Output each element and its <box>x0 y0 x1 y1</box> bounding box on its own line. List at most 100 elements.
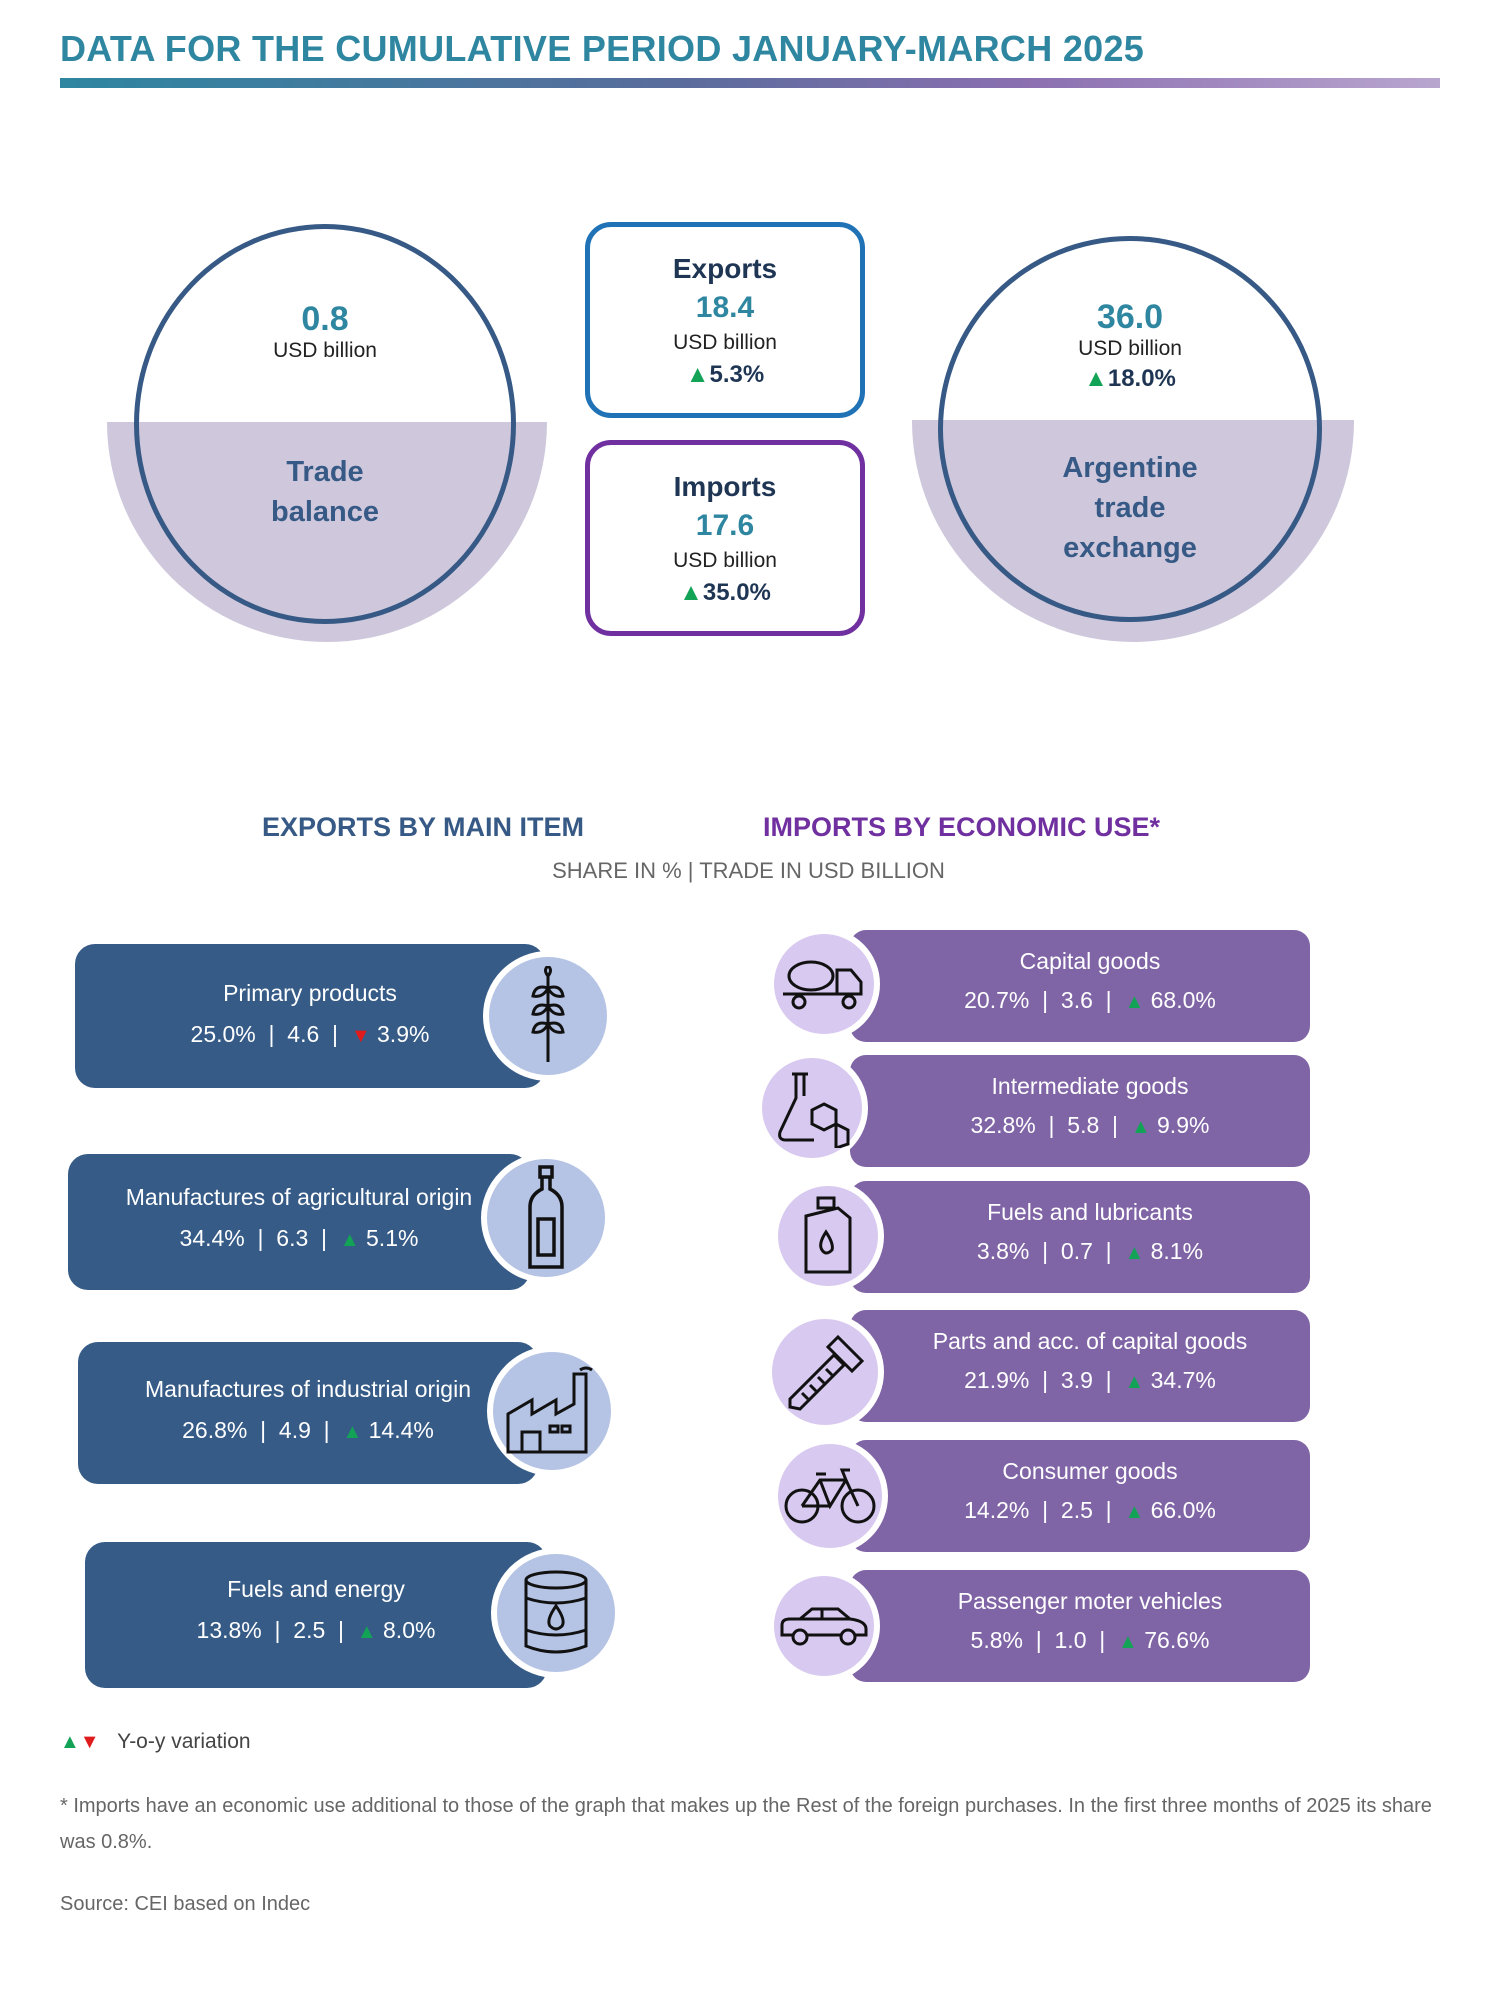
imports-item-share: 14.2% <box>964 1497 1030 1523</box>
imports-item-change: 9.9% <box>1157 1112 1210 1138</box>
exports-summary-unit: USD billion <box>673 331 777 354</box>
exports-item-change: 5.1% <box>366 1225 419 1251</box>
imports-summary-title: Imports <box>673 471 777 502</box>
wheat-icon <box>483 951 613 1081</box>
footnote: * Imports have an economic use additiona… <box>60 1795 1432 1853</box>
down-arrow-icon: ▼ <box>79 1731 100 1753</box>
oil-barrel-icon <box>491 1548 621 1678</box>
down-arrow-icon: ▼ <box>350 1025 371 1047</box>
source-note: Source: CEI based on Indec <box>60 1893 311 1915</box>
up-arrow-icon: ▲ <box>685 361 710 388</box>
trade-exchange-label-2: trade <box>1094 492 1166 524</box>
trade-exchange-value: 36.0 <box>1096 298 1164 336</box>
exports-item-change: 8.0% <box>383 1617 436 1643</box>
exports-item-change: 3.9% <box>377 1021 430 1047</box>
imports-item-name: Capital goods <box>1019 948 1161 974</box>
legend: ▲▼ Y-o-y variation <box>60 1730 251 1754</box>
imports-item-share: 3.8% <box>976 1238 1030 1264</box>
imports-item-fuels-lubricants: Fuels and lubricants 3.8% | 0.7 | ▲ 8.1% <box>850 1181 1310 1293</box>
imports-item-value: 1.0 <box>1054 1627 1087 1653</box>
trade-exchange-label-1: Argentine <box>1062 452 1198 484</box>
trade-balance-unit: USD billion <box>273 339 377 362</box>
exports-item-change: 14.4% <box>368 1417 434 1443</box>
section-subtitle: SHARE IN % | TRADE IN USD BILLION <box>552 858 945 883</box>
up-arrow-icon: ▲ <box>1124 1371 1145 1393</box>
exports-item-value: 4.9 <box>278 1417 311 1443</box>
exports-summary-change: 5.3% <box>709 361 765 388</box>
imports-item-share: 5.8% <box>970 1627 1023 1653</box>
imports-item-value: 3.6 <box>1060 987 1093 1013</box>
exports-item-share: 26.8% <box>182 1417 248 1443</box>
imports-item-name: Consumer goods <box>1002 1458 1178 1484</box>
imports-item-name: Intermediate goods <box>991 1073 1189 1099</box>
exports-item-primary: Primary products 25.0% | 4.6 | ▼ 3.9% <box>75 944 545 1088</box>
up-arrow-icon: ▲ <box>60 1731 80 1753</box>
exports-summary-box: Exports 18.4 USD billion ▲5.3% <box>585 222 865 418</box>
exports-item-share: 34.4% <box>179 1225 245 1251</box>
exports-item-name: Fuels and energy <box>227 1576 405 1602</box>
bottle-icon <box>481 1153 611 1283</box>
trade-exchange-label-3: exchange <box>1063 532 1197 564</box>
imports-item-share: 32.8% <box>970 1112 1036 1138</box>
concrete-truck-icon <box>768 928 880 1040</box>
imports-item-consumer: Consumer goods 14.2% | 2.5 | ▲ 66.0% <box>850 1440 1310 1552</box>
exports-item-value: 6.3 <box>276 1225 309 1251</box>
car-icon <box>768 1570 880 1682</box>
oil-can-icon <box>772 1180 884 1292</box>
up-arrow-icon: ▲ <box>342 1421 363 1443</box>
chemistry-flask-icon <box>756 1052 868 1164</box>
trade-balance-value: 0.8 <box>301 300 349 338</box>
imports-item-value: 3.9 <box>1060 1367 1093 1393</box>
exports-item-fuels: Fuels and energy 13.8% | 2.5 | ▲ 8.0% <box>85 1542 547 1688</box>
imports-item-name: Passenger moter vehicles <box>957 1588 1223 1614</box>
imports-item-value: 2.5 <box>1060 1497 1093 1523</box>
screw-icon <box>766 1313 884 1431</box>
trade-balance-ring <box>134 224 516 624</box>
factory-icon <box>487 1346 617 1476</box>
up-arrow-icon: ▲ <box>1118 1631 1138 1653</box>
imports-item-intermediate: Intermediate goods 32.8% | 5.8 | ▲ 9.9% <box>850 1055 1310 1167</box>
trade-exchange-unit: USD billion <box>1078 337 1182 360</box>
exports-item-name: Manufactures of industrial origin <box>145 1376 471 1402</box>
imports-item-change: 68.0% <box>1150 987 1216 1013</box>
exports-item-value: 4.6 <box>287 1021 320 1047</box>
exports-item-agricultural: Manufactures of agricultural origin 34.4… <box>68 1154 530 1290</box>
trade-exchange-change: 18.0% <box>1107 365 1176 392</box>
imports-item-change: 8.1% <box>1150 1238 1204 1264</box>
up-arrow-icon: ▲ <box>679 579 703 606</box>
up-arrow-icon: ▲ <box>1084 365 1108 392</box>
imports-item-share: 21.9% <box>964 1367 1030 1393</box>
imports-summary-change: 35.0% <box>702 579 771 606</box>
imports-summary-box: Imports 17.6 USD billion ▲35.0% <box>585 440 865 636</box>
imports-item-vehicles: Passenger moter vehicles 5.8% | 1.0 | ▲ … <box>850 1570 1310 1682</box>
exports-summary-value: 18.4 <box>695 291 755 324</box>
up-arrow-icon: ▲ <box>356 1621 377 1643</box>
imports-item-share: 20.7% <box>964 987 1030 1013</box>
exports-item-share: 13.8% <box>196 1617 262 1643</box>
exports-item-industrial: Manufactures of industrial origin 26.8% … <box>78 1342 538 1484</box>
exports-section-title: EXPORTS BY MAIN ITEM <box>262 812 585 842</box>
trade-exchange-ring <box>938 236 1322 622</box>
page-title: DATA FOR THE CUMULATIVE PERIOD JANUARY-M… <box>60 28 1145 69</box>
imports-item-value: 0.7 <box>1060 1238 1093 1264</box>
exports-item-name: Manufactures of agricultural origin <box>125 1184 473 1210</box>
legend-label: Y-o-y variation <box>117 1730 251 1753</box>
imports-item-value: 5.8 <box>1067 1112 1100 1138</box>
imports-item-change: 66.0% <box>1150 1497 1216 1523</box>
up-arrow-icon: ▲ <box>1124 991 1145 1013</box>
imports-item-name: Parts and acc. of capital goods <box>932 1328 1248 1354</box>
exports-item-share: 25.0% <box>190 1021 256 1047</box>
exports-summary-title: Exports <box>672 253 778 284</box>
title-underline <box>60 78 1440 88</box>
up-arrow-icon: ▲ <box>339 1229 360 1251</box>
trade-balance-label-1: Trade <box>286 456 364 488</box>
bicycle-icon <box>772 1438 888 1554</box>
trade-balance-label-2: balance <box>271 496 379 528</box>
imports-section-title: IMPORTS BY ECONOMIC USE* <box>763 812 1161 842</box>
exports-item-value: 2.5 <box>293 1617 326 1643</box>
imports-item-parts: Parts and acc. of capital goods 21.9% | … <box>850 1310 1310 1422</box>
imports-summary-value: 17.6 <box>695 509 755 542</box>
up-arrow-icon: ▲ <box>1130 1116 1151 1138</box>
up-arrow-icon: ▲ <box>1124 1501 1145 1523</box>
imports-item-change: 76.6% <box>1144 1627 1210 1653</box>
